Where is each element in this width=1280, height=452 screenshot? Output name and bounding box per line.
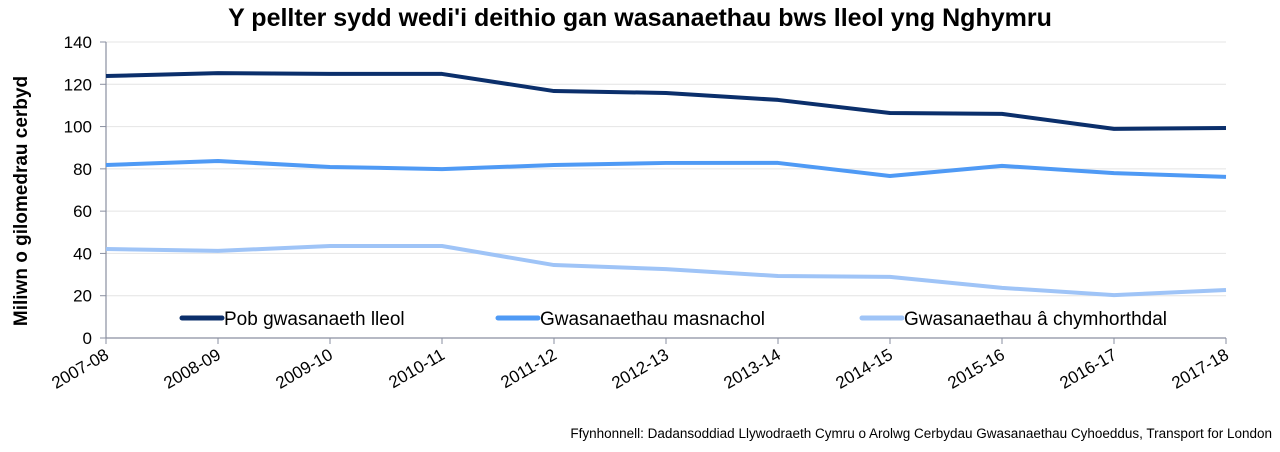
source-note: Ffynhonnell: Dadansoddiad Llywodraeth Cy… <box>570 426 1272 441</box>
x-tick-label: 2017-18 <box>1168 345 1232 393</box>
legend-label: Gwasanaethau â chymhorthdal <box>904 309 1167 330</box>
y-tick-label: 100 <box>64 118 92 137</box>
x-tick-label: 2013-14 <box>720 345 784 393</box>
x-tick-label: 2012-13 <box>608 345 672 393</box>
y-tick-label: 20 <box>73 287 92 306</box>
x-tick-label: 2015-16 <box>944 345 1008 393</box>
y-tick-label: 140 <box>64 33 92 52</box>
legend-label: Pob gwasanaeth lleol <box>224 309 405 330</box>
series-line-1 <box>105 71 1227 131</box>
x-tick-label: 2014-15 <box>832 345 896 393</box>
chart-title: Y pellter sydd wedi'i deithio gan wasana… <box>228 4 1052 32</box>
x-tick-label: 2007-08 <box>48 345 112 393</box>
x-tick-label: 2016-17 <box>1056 345 1120 393</box>
x-tick-label: 2008-09 <box>160 345 224 393</box>
y-tick-label: 80 <box>73 160 92 179</box>
legend-label: Gwasanaethau masnachol <box>540 309 765 330</box>
y-tick-label: 40 <box>73 244 92 263</box>
y-tick-label: 60 <box>73 202 92 221</box>
y-tick-label: 120 <box>64 75 92 94</box>
x-tick-label: 2009-10 <box>272 345 336 393</box>
x-tick-label: 2010-11 <box>386 345 448 392</box>
x-tick-label: 2011-12 <box>498 345 560 392</box>
y-tick-label: 0 <box>83 329 92 348</box>
